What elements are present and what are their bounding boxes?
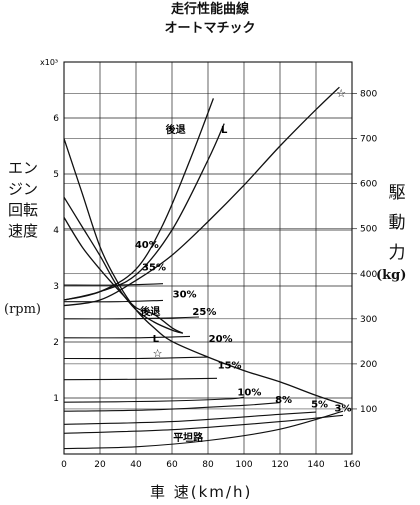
tractive-force-curve xyxy=(63,138,344,406)
left-tick-label: 3 xyxy=(53,282,59,292)
curve-label: 後退 xyxy=(140,305,160,318)
x-axis-label: 車 速(km/h) xyxy=(150,483,253,501)
left-tick-label: 4 xyxy=(53,226,59,236)
x-tick-label: 140 xyxy=(307,460,324,470)
grid xyxy=(63,62,353,454)
resistance-curve xyxy=(63,299,164,303)
star-marker: ☆ xyxy=(336,87,346,100)
x-tick-label: 20 xyxy=(94,460,106,470)
x-tick-label: 80 xyxy=(202,460,214,470)
plot-frame xyxy=(63,61,353,455)
tractive-force-curve xyxy=(63,217,184,334)
curve-label: 10% xyxy=(237,387,261,398)
curve-label: 3% xyxy=(335,404,352,415)
curve-label: 35% xyxy=(142,262,166,273)
resistance-curve xyxy=(63,283,164,286)
resistance-curve xyxy=(63,410,344,450)
tractive-force-curve xyxy=(63,196,183,334)
right-tick-label: 400 xyxy=(360,270,377,280)
engine-speed-curve xyxy=(63,98,215,301)
curve-label: 5% xyxy=(311,400,328,411)
right-axis-unit: (kg) xyxy=(376,268,407,283)
resistance-curve xyxy=(63,396,245,403)
curve-label: 8% xyxy=(275,395,292,406)
curve-label: 平坦路 xyxy=(173,431,204,444)
axes: 0 20 40 60 80 100 120 140 160 1 2 3 4 5 6 100 200 300 400 5… xyxy=(40,58,377,470)
curve-label: 25% xyxy=(192,307,216,318)
x-tick-label: 100 xyxy=(235,460,252,470)
x-tick-label: 120 xyxy=(271,460,288,470)
left-tick-label: 5 xyxy=(53,170,59,180)
right-tick-label: 300 xyxy=(360,315,377,325)
chart-title: 走行性能曲線 xyxy=(170,2,249,17)
resistance-curve xyxy=(63,411,317,425)
right-tick-label: 800 xyxy=(360,90,377,100)
x-tick-label: 160 xyxy=(343,460,360,470)
curve-label: 15% xyxy=(218,360,242,371)
x-tick-label: 40 xyxy=(130,460,142,470)
left-axis-multiplier: x10³ xyxy=(40,58,58,67)
left-tick-label: 6 xyxy=(53,114,59,124)
engine-speed-curve xyxy=(63,123,225,301)
engine-speed-curve xyxy=(63,86,340,307)
curve-label: 後退 xyxy=(166,123,186,136)
resistance-curve xyxy=(63,377,218,381)
curve-label: 40% xyxy=(135,240,159,251)
left-tick-label: 1 xyxy=(53,394,59,404)
curves xyxy=(63,86,344,450)
right-tick-label: 500 xyxy=(360,225,377,235)
x-tick-label: 0 xyxy=(61,460,67,470)
resistance-curve xyxy=(63,402,281,412)
right-tick-label: 200 xyxy=(360,360,377,370)
curve-label: L xyxy=(221,125,228,136)
resistance-curve xyxy=(63,335,191,339)
right-axis-label: 駆動力 xyxy=(388,183,406,263)
star-marker: ☆ xyxy=(153,347,163,360)
x-tick-label: 60 xyxy=(166,460,178,470)
right-tick-label: 100 xyxy=(360,405,377,415)
right-tick-label: 600 xyxy=(360,180,377,190)
resistance-curve xyxy=(63,316,200,320)
curve-labels: ☆ ☆ 後退 L 40% 35% 30% 後退 25% L 20% 15% 10% 8% 5% 3% 平坦路 xyxy=(135,87,352,444)
resistance-curve xyxy=(63,414,344,434)
curve-label: 30% xyxy=(173,289,197,300)
right-tick-label: 700 xyxy=(360,135,377,145)
resistance-curve xyxy=(63,356,209,360)
left-axis-unit: (rpm) xyxy=(4,302,42,317)
curve-label: 20% xyxy=(209,334,233,345)
curve-label: L xyxy=(153,334,160,345)
left-tick-label: 2 xyxy=(53,338,59,348)
chart-subtitle: オートマチック xyxy=(164,21,256,36)
left-axis-label: エンジン回転速度 xyxy=(8,159,39,240)
